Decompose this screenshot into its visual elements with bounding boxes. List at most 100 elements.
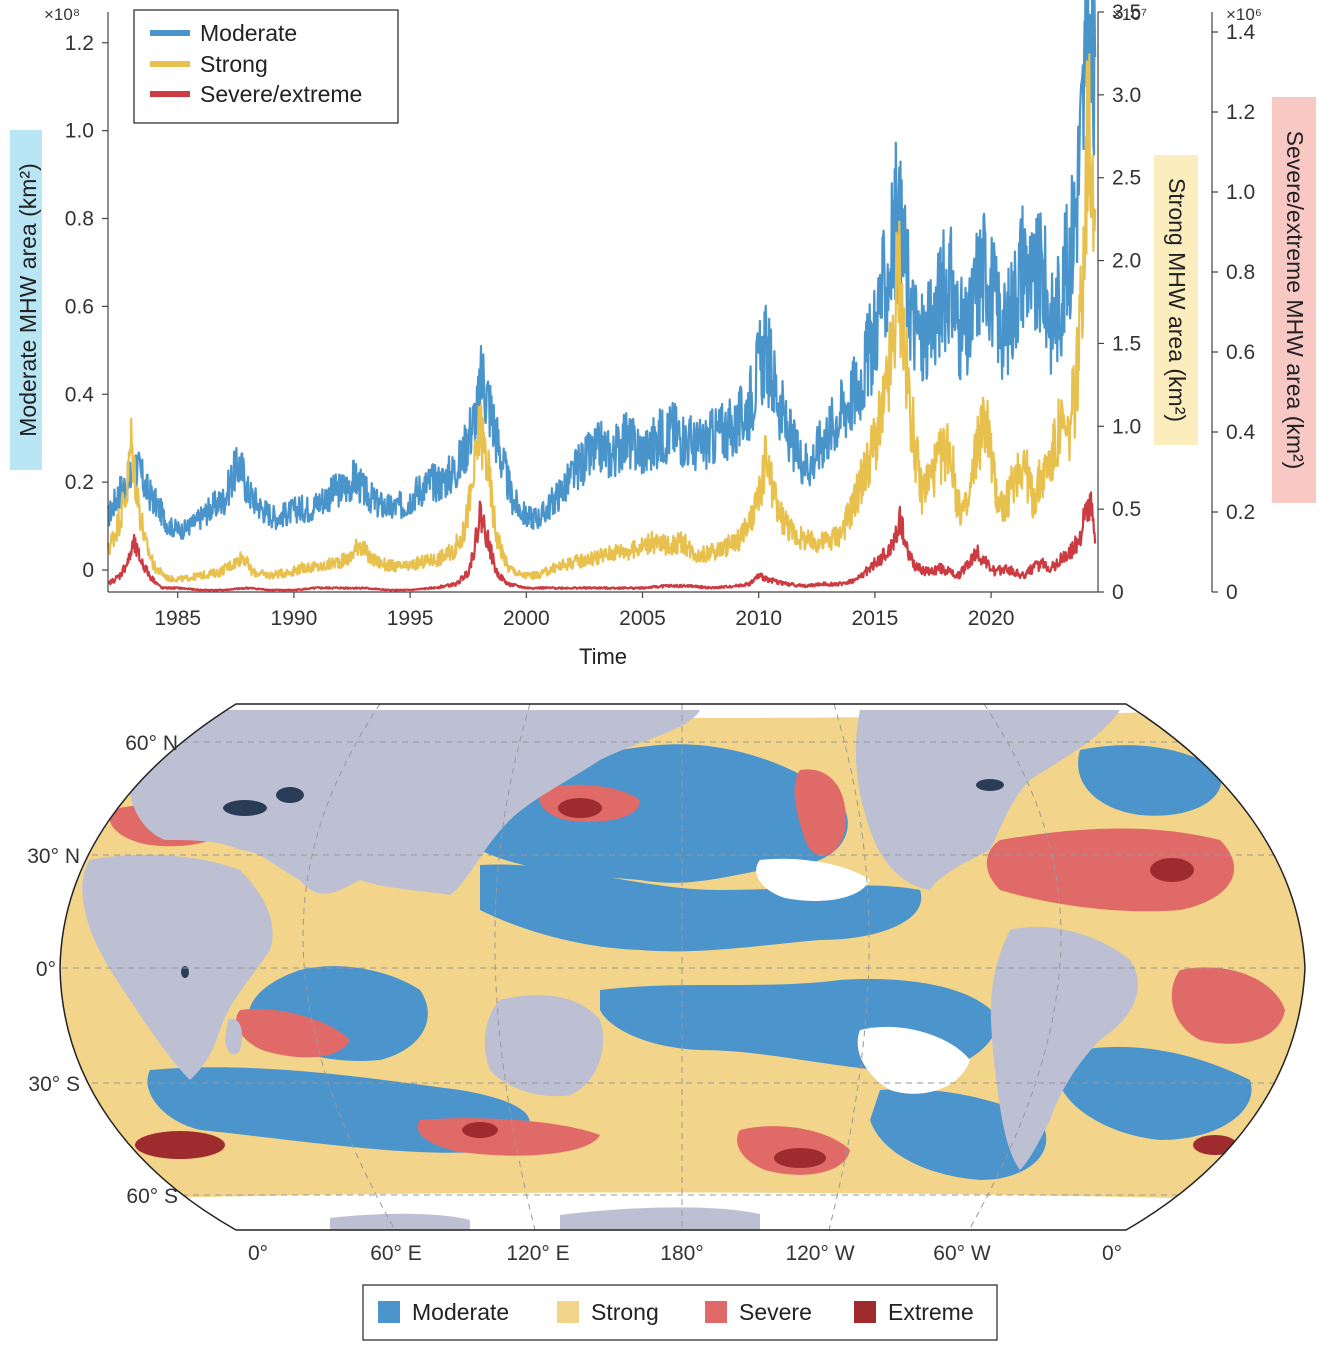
moderate-y-tick-label: 0.2 [65, 471, 94, 494]
extreme-patch [558, 798, 602, 818]
meridian-60e [302, 703, 396, 1231]
moderate-y-tick-label: 0.6 [65, 295, 94, 318]
severe-y-tick-label: 1.2 [1226, 101, 1255, 124]
moderate-axis-label: Moderate MHW area (km²) [15, 163, 41, 436]
lon-label-0: 0° [248, 1242, 268, 1265]
graticule [62, 703, 1303, 1231]
north-atlantic-moderate [1078, 745, 1222, 816]
extreme-patch [1150, 858, 1194, 882]
series-line-severe-extreme [107, 491, 1097, 592]
lon-label-180: 180° [660, 1242, 703, 1265]
strong-y-tick-label: 2.5 [1112, 167, 1141, 190]
lake [181, 966, 189, 978]
map-legend-extreme: Extreme [888, 1299, 974, 1325]
map-globe [60, 704, 1305, 1230]
severe-axis-label-box [1272, 97, 1316, 503]
lat-label-equator: 0° [36, 958, 56, 981]
severe-y-tick-label: 0.6 [1226, 341, 1255, 364]
south-america-land [990, 926, 1139, 1170]
strong-y-tick-label: 1.0 [1112, 415, 1141, 438]
severe-y-tick-label: 0.4 [1226, 421, 1256, 444]
severe-y-tick-label: 1.4 [1226, 21, 1256, 44]
moderate-y-tick-label: 1.2 [65, 32, 94, 55]
x-axis-label: Time [579, 644, 627, 669]
equatorial-pacific-moderate [480, 864, 922, 952]
extreme-patch [1193, 1135, 1237, 1155]
madagascar-land [225, 1018, 243, 1055]
extreme-patch [462, 1122, 498, 1138]
severe-axis-label: Severe/extreme MHW area (km²) [1282, 131, 1308, 470]
moderate-y-tick-label: 1.0 [65, 120, 94, 143]
severe-axis-multiplier: ×10⁶ [1226, 5, 1262, 24]
legend-label-strong: Strong [200, 51, 268, 77]
map-legend: Moderate Strong Severe Extreme [362, 1284, 998, 1341]
strong-axis-multiplier: ×10⁷ [1112, 5, 1147, 24]
strong-axis-label: Strong MHW area (km²) [1164, 178, 1190, 422]
north-america-land [855, 710, 1120, 890]
x-tick-label: 2010 [735, 607, 782, 630]
strong-axis-label-box [1154, 155, 1198, 445]
map-legend-severe: Severe [739, 1299, 812, 1325]
severe-y-tick-label: 1.0 [1226, 181, 1255, 204]
x-tick-label: 1995 [387, 607, 434, 630]
lat-label-30n: 30° N [27, 845, 80, 868]
strong-y-tick-label: 0.5 [1112, 498, 1141, 521]
antarctica-land [330, 1213, 470, 1230]
legend-label-moderate: Moderate [200, 20, 297, 46]
south-atlantic-severe [1171, 967, 1285, 1044]
south-indian-severe [236, 1009, 350, 1058]
legend-swatch-strong [557, 1301, 579, 1323]
lakes [181, 779, 1004, 978]
land-masses [82, 710, 1139, 1230]
x-tick-label: 1985 [154, 607, 201, 630]
latitude-labels: 60° N 30° N 0° 30° S 60° S [27, 732, 178, 1208]
x-tick-label: 2020 [968, 607, 1015, 630]
moderate-y-tick-label: 0 [82, 559, 94, 582]
lon-label-60w: 60° W [933, 1242, 991, 1265]
lat-label-30s: 30° S [28, 1073, 80, 1096]
extreme-patch [135, 1131, 225, 1159]
moderate-axis-label-box [10, 130, 42, 470]
east-pacific-severe [794, 769, 846, 857]
south-atlantic-moderate [1060, 1046, 1252, 1140]
legend-swatch-extreme [854, 1301, 876, 1323]
x-tick-label: 2015 [852, 607, 899, 630]
north-atlantic-severe [986, 828, 1235, 912]
map-legend-frame [362, 1284, 998, 1341]
lake [223, 800, 267, 816]
strong-y-tick-label: 1.5 [1112, 332, 1141, 355]
meridian-120w [828, 703, 870, 1231]
meridian-120e [494, 703, 536, 1231]
axis-ticks: 1985 1990 1995 2000 2005 2010 2015 2020 0 0.2 0.4 0… [65, 1, 1256, 630]
severe-y-tick-label: 0.2 [1226, 501, 1255, 524]
lon-label-120w: 120° W [785, 1242, 854, 1265]
map-legend-strong: Strong [591, 1299, 659, 1325]
series-line-strong [106, 53, 1097, 583]
lon-label-120e: 120° E [506, 1242, 569, 1265]
meridian-60w [968, 703, 1062, 1231]
legend-swatch-severe [705, 1301, 727, 1323]
africa-land [82, 854, 273, 1080]
south-pacific-ice-free-region [857, 1026, 970, 1094]
lake [276, 787, 304, 803]
chart-legend: Moderate Strong Severe/extreme [133, 9, 399, 124]
x-tick-label: 2000 [503, 607, 550, 630]
lat-label-60s: 60° S [126, 1185, 178, 1208]
mhw-area-time-series-chart: 1985 1990 1995 2000 2005 2010 2015 2020 0 0.2 0.4 0… [10, 0, 1316, 669]
moderate-axis-multiplier: ×10⁸ [44, 5, 80, 24]
lake [976, 779, 1004, 791]
strong-y-tick-label: 0 [1112, 581, 1124, 604]
eurasia-land [115, 710, 701, 895]
antarctica-land [560, 1207, 760, 1230]
globe-outline [59, 703, 1306, 1231]
north-pacific-ice-free-region [756, 858, 870, 901]
legend-label-severe-extreme: Severe/extreme [200, 81, 362, 107]
lon-label-60e: 60° E [370, 1242, 422, 1265]
longitude-labels: 0° 60° E 120° E 180° 120° W 60° W 0° [248, 1242, 1122, 1265]
lat-label-60n: 60° N [125, 732, 178, 755]
strong-y-tick-label: 3.0 [1112, 84, 1141, 107]
x-tick-label: 1990 [271, 607, 318, 630]
series-lines [106, 0, 1097, 592]
moderate-y-tick-label: 0.8 [65, 208, 94, 231]
mhw-global-category-map: 60° N 30° N 0° 30° S 60° S 0° 60° E 120°… [27, 703, 1306, 1341]
